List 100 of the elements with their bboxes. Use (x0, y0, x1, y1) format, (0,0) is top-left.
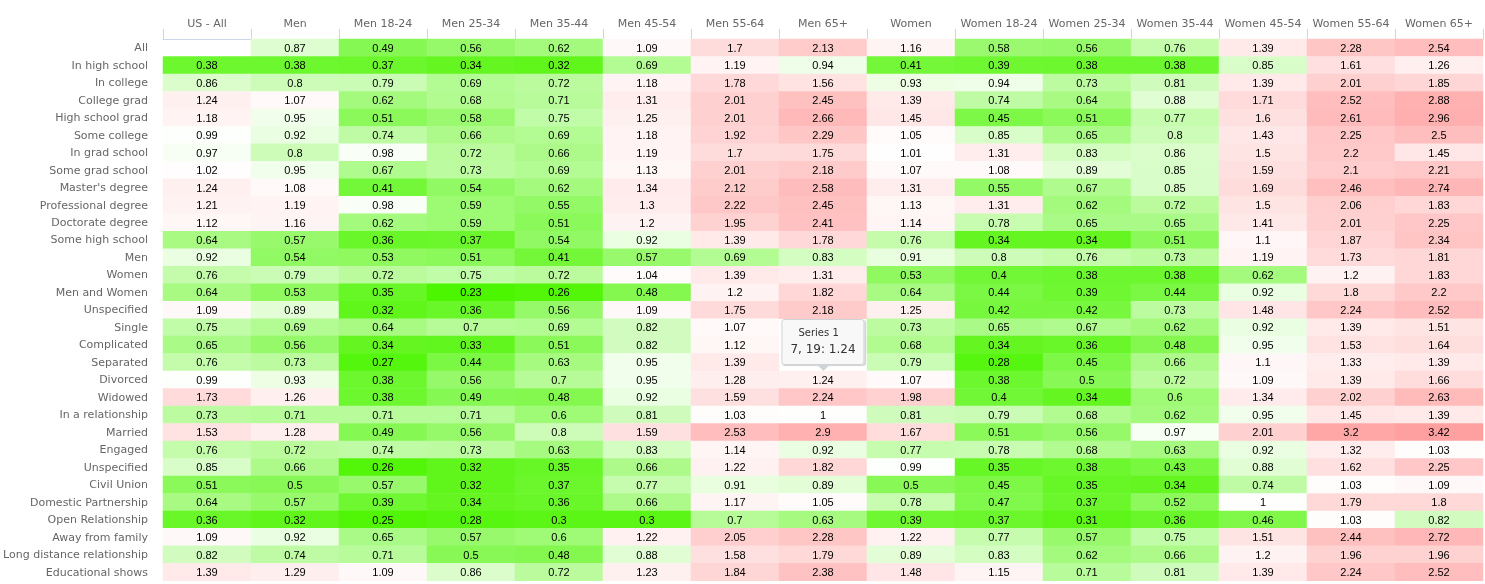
data-label: 1.83 (1428, 199, 1450, 212)
data-label: 3.2 (1343, 426, 1359, 439)
y-tick-label: Some grad school (49, 163, 148, 177)
data-label: 1.31 (988, 146, 1010, 159)
data-label: 1.7 (727, 41, 743, 54)
data-label: 0.95 (636, 373, 658, 386)
data-label: 1.33 (1340, 356, 1362, 369)
data-label: 0.57 (284, 496, 306, 509)
data-label: 0.62 (1164, 408, 1186, 421)
data-label: 0.44 (988, 286, 1010, 299)
data-label: 1.45 (1428, 146, 1450, 159)
data-label: 0.57 (636, 251, 658, 264)
data-label: 2.58 (812, 181, 834, 194)
data-label: 1.69 (1252, 181, 1274, 194)
data-label: 0.71 (460, 408, 482, 421)
data-label: 0.7 (727, 513, 743, 526)
data-label: 0.51 (460, 251, 482, 264)
data-label: 0.92 (812, 443, 834, 456)
data-label: 0.77 (636, 478, 658, 491)
data-label: 0.89 (1076, 164, 1098, 177)
data-label: 0.78 (900, 496, 922, 509)
data-label: 2.28 (812, 531, 834, 544)
data-label: 1.75 (724, 303, 746, 316)
data-label: 1.39 (724, 356, 746, 369)
data-label: 1.5 (1255, 146, 1271, 159)
data-label: 0.98 (372, 146, 394, 159)
data-label: 2.53 (724, 426, 746, 439)
data-label: 2.22 (724, 199, 746, 212)
x-tick-label: Men (283, 17, 307, 30)
y-tick-label: Long distance relationship (3, 548, 149, 562)
data-label: 0.71 (548, 94, 570, 107)
data-label: 0.85 (1164, 181, 1186, 194)
data-label: 2.06 (1340, 199, 1362, 212)
data-label: 0.79 (988, 408, 1010, 421)
data-label: 0.72 (548, 76, 570, 89)
data-label: 0.73 (196, 408, 218, 421)
y-tick-label: Unspecified (83, 303, 148, 317)
data-label: 0.68 (900, 338, 922, 351)
data-label: 2.12 (724, 181, 746, 194)
data-label: 0.69 (636, 59, 658, 72)
data-label: 1.59 (636, 426, 658, 439)
data-label: 1.71 (1252, 94, 1274, 107)
data-label: 1.09 (196, 303, 218, 316)
data-label: 0.88 (636, 548, 658, 561)
data-label: 1.39 (724, 233, 746, 246)
data-label: 0.51 (548, 338, 570, 351)
data-label: 1.19 (636, 146, 658, 159)
data-label: 0.56 (1076, 426, 1098, 439)
data-label: 0.46 (1252, 513, 1274, 526)
data-label: 1.16 (900, 41, 922, 54)
data-label: 0.65 (1076, 216, 1098, 229)
data-label: 1.12 (196, 216, 218, 229)
data-label: 0.64 (196, 496, 218, 509)
data-label: 0.69 (548, 321, 570, 334)
y-tick-label: In grad school (70, 146, 148, 160)
data-label: 1.31 (988, 199, 1010, 212)
data-label: 0.92 (1252, 321, 1274, 334)
data-label: 1.39 (196, 566, 218, 579)
data-label: 1.01 (900, 146, 922, 159)
data-label: 0.38 (196, 59, 218, 72)
data-label: 2.25 (1428, 461, 1450, 474)
data-label: 2.28 (1340, 41, 1362, 54)
data-label: 1.56 (812, 76, 834, 89)
data-label: 1.75 (812, 146, 834, 159)
data-label: 0.7 (551, 373, 567, 386)
data-label: 0.35 (548, 461, 570, 474)
data-label: 1.22 (900, 531, 922, 544)
data-label: 1.92 (724, 129, 746, 142)
annotation: Series 1 (797, 326, 840, 340)
data-label: 1.53 (1340, 338, 1362, 351)
data-label: 0.82 (636, 321, 658, 334)
data-label: 0.74 (988, 94, 1010, 107)
y-tick-label: In high school (71, 58, 148, 72)
data-label: 0.92 (1252, 443, 1274, 456)
data-label: 0.34 (988, 233, 1010, 246)
data-label: 0.36 (372, 233, 394, 246)
data-label: 1.83 (1428, 268, 1450, 281)
data-label: 0.71 (1076, 566, 1098, 579)
data-label: 0.69 (460, 76, 482, 89)
data-label: 2.9 (815, 426, 831, 439)
y-tick-label: Men (124, 250, 149, 264)
data-label: 0.77 (988, 531, 1010, 544)
data-label: 0.92 (636, 233, 658, 246)
data-label: 0.67 (1076, 181, 1098, 194)
data-label: 0.68 (1076, 408, 1098, 421)
data-label: 1.32 (1340, 443, 1362, 456)
data-label: 0.73 (1164, 303, 1186, 316)
data-label: 2.66 (812, 111, 834, 124)
data-label: 1.07 (724, 321, 746, 334)
data-label: 0.54 (284, 251, 306, 264)
data-label: 0.6 (551, 531, 567, 544)
data-label: 0.5 (287, 478, 303, 491)
data-label: 0.99 (900, 461, 922, 474)
data-label: 0.35 (988, 461, 1010, 474)
data-label: 0.69 (548, 129, 570, 142)
data-label: 1.09 (372, 566, 394, 579)
data-label: 0.72 (1164, 373, 1186, 386)
x-tick-label: Men 35-44 (529, 17, 589, 30)
data-label: 1.21 (196, 199, 218, 212)
data-label: 1.67 (900, 426, 922, 439)
